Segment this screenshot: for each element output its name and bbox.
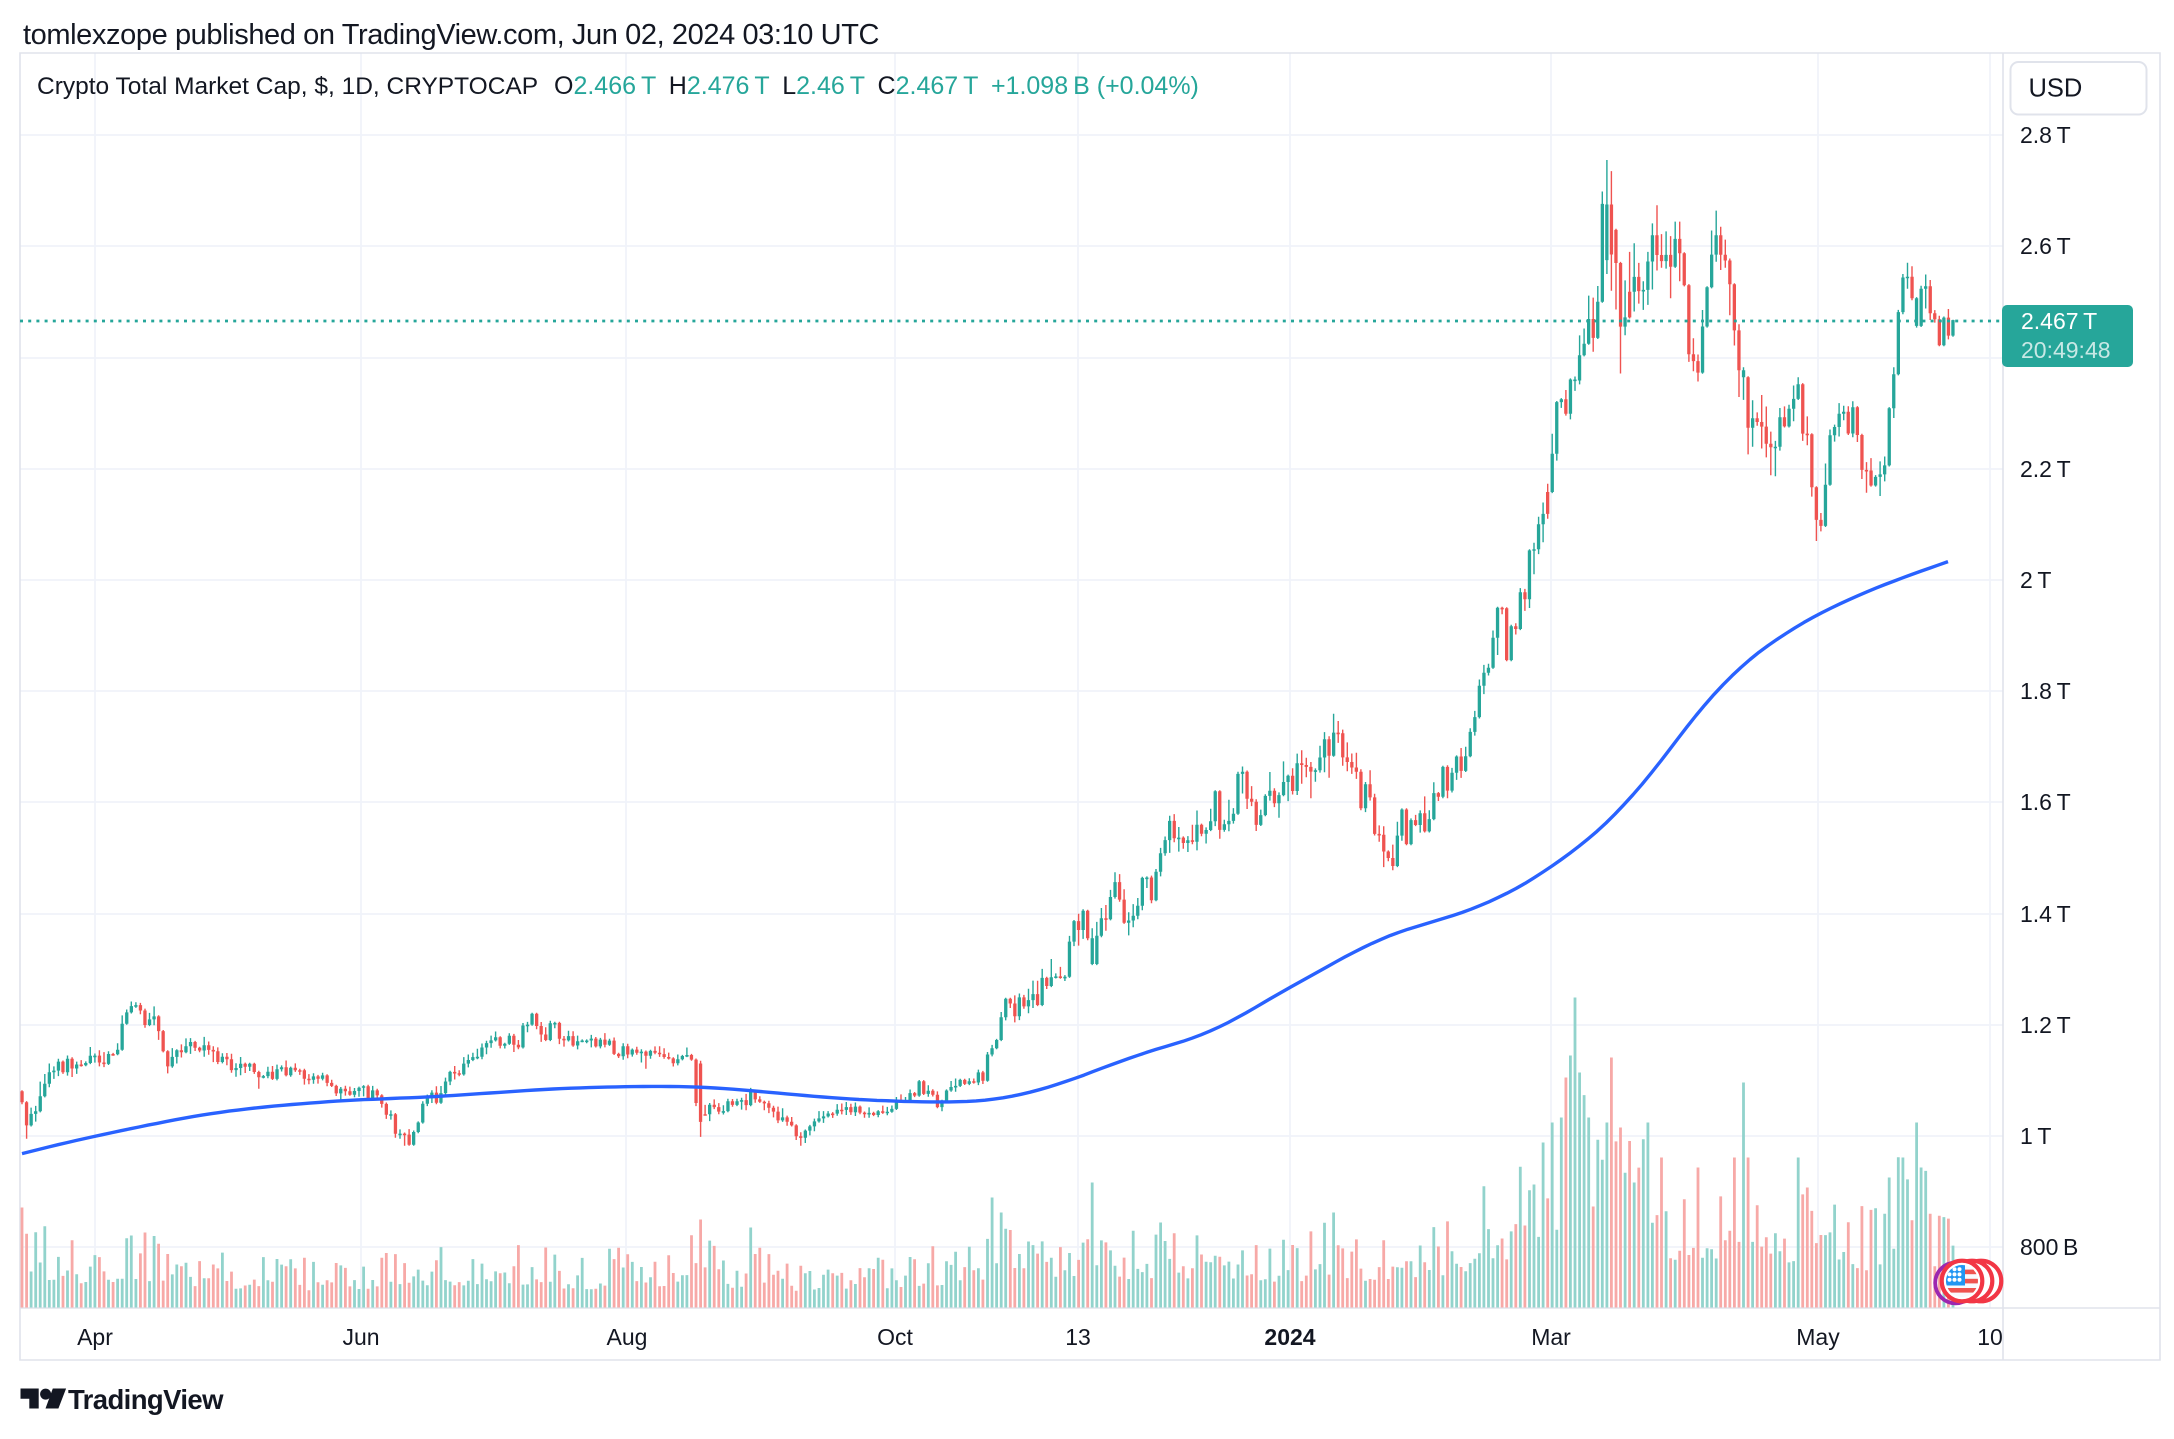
svg-text:10: 10 — [1977, 1324, 2003, 1350]
svg-text:1.8 T: 1.8 T — [2020, 678, 2071, 704]
svg-text:USD: USD — [2029, 75, 2083, 103]
svg-text:Crypto Total Market Cap, $, 1D: Crypto Total Market Cap, $, 1D, CRYPTOCA… — [37, 73, 538, 100]
svg-text:Aug: Aug — [607, 1324, 648, 1350]
svg-text:Mar: Mar — [1531, 1324, 1571, 1350]
svg-text:1.4 T: 1.4 T — [2020, 901, 2071, 927]
svg-text:2.2 T: 2.2 T — [2020, 456, 2071, 482]
svg-text:Oct: Oct — [877, 1324, 913, 1350]
svg-text:13: 13 — [1065, 1324, 1091, 1350]
svg-text:2 T: 2 T — [2020, 567, 2051, 593]
svg-text:May: May — [1796, 1324, 1840, 1350]
svg-text:tomlexzope published on Tradin: tomlexzope published on TradingView.com,… — [23, 19, 879, 51]
svg-text:2.467 T: 2.467 T — [2021, 308, 2097, 334]
svg-text:2.8 T: 2.8 T — [2020, 122, 2071, 148]
svg-text:800 B: 800 B — [2020, 1234, 2078, 1260]
svg-text:1.6 T: 1.6 T — [2020, 789, 2071, 815]
svg-text:1.2 T: 1.2 T — [2020, 1012, 2071, 1038]
svg-text:20:49:48: 20:49:48 — [2021, 337, 2111, 363]
svg-text:O2.466 T H2.476 T L2.46 T C2.4: O2.466 T H2.476 T L2.46 T C2.467 T +1.09… — [554, 72, 1199, 100]
svg-text:TradingView: TradingView — [68, 1384, 224, 1415]
svg-text:2.6 T: 2.6 T — [2020, 233, 2071, 259]
svg-text:1 T: 1 T — [2020, 1123, 2051, 1149]
svg-text:2024: 2024 — [1264, 1324, 1315, 1350]
svg-text:Apr: Apr — [77, 1324, 113, 1350]
svg-text:Jun: Jun — [342, 1324, 379, 1350]
